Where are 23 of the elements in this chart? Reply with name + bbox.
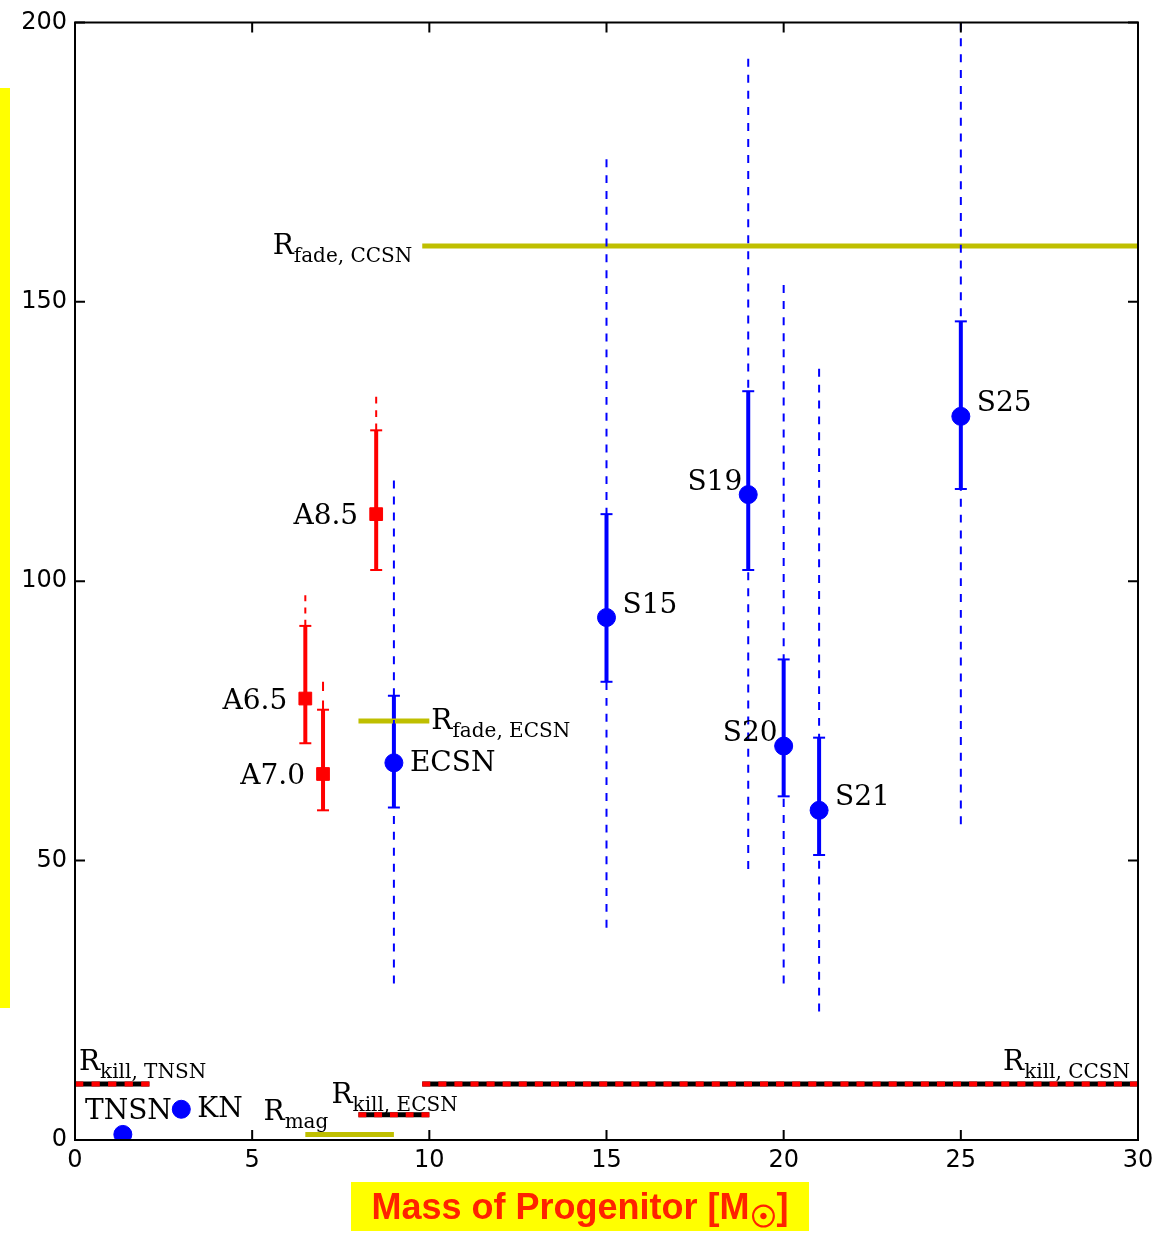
x-tick-label: 30 (1122, 1144, 1154, 1173)
series-label: KN (197, 1091, 243, 1125)
x-axis-title: Mass of Progenitor [M$_{☉}$] (351, 1182, 809, 1234)
x-tick-label: 15 (591, 1144, 622, 1173)
series-label: S20 (722, 715, 778, 749)
y-tick-label: 100 (21, 565, 67, 594)
series-label: A6.5 (221, 682, 288, 716)
x-tick-label: 5 (244, 1144, 260, 1173)
y-tick-label: 150 (21, 286, 67, 315)
series-label: S25 (976, 385, 1032, 419)
series-label: S21 (835, 779, 890, 813)
series-label: S15 (622, 586, 678, 620)
x-tick-label: 10 (414, 1144, 445, 1173)
y-tick-label: 200 (21, 6, 67, 35)
x-tick-label: 25 (945, 1144, 977, 1173)
y-tick-label: 50 (36, 844, 67, 873)
series-label: A8.5 (292, 498, 359, 532)
y-tick-label: 0 (51, 1124, 67, 1153)
series-label: ECSN (409, 744, 496, 778)
series-label: A7.0 (239, 757, 306, 791)
x-tick-label: 20 (768, 1144, 799, 1173)
series-label: TNSN (84, 1093, 172, 1127)
series-label: S19 (687, 463, 743, 497)
